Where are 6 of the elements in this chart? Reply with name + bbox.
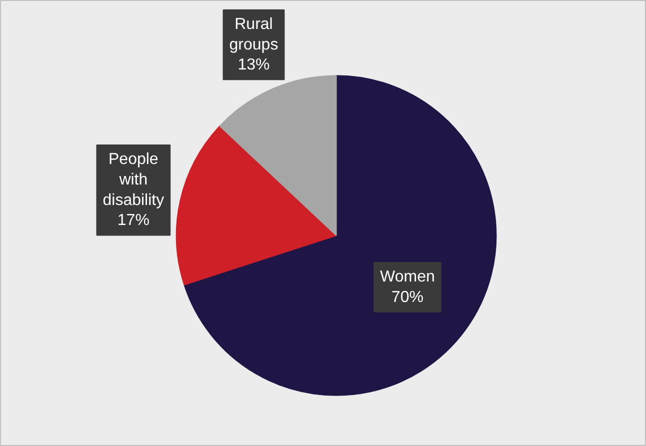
slice-label: People with disability <box>102 151 164 209</box>
data-label: 17% <box>117 212 150 230</box>
data-label: 13% <box>238 56 270 74</box>
data-label: 70% <box>391 288 424 306</box>
slice-label: Women <box>380 268 435 286</box>
slice-label: Rural groups <box>229 16 278 54</box>
